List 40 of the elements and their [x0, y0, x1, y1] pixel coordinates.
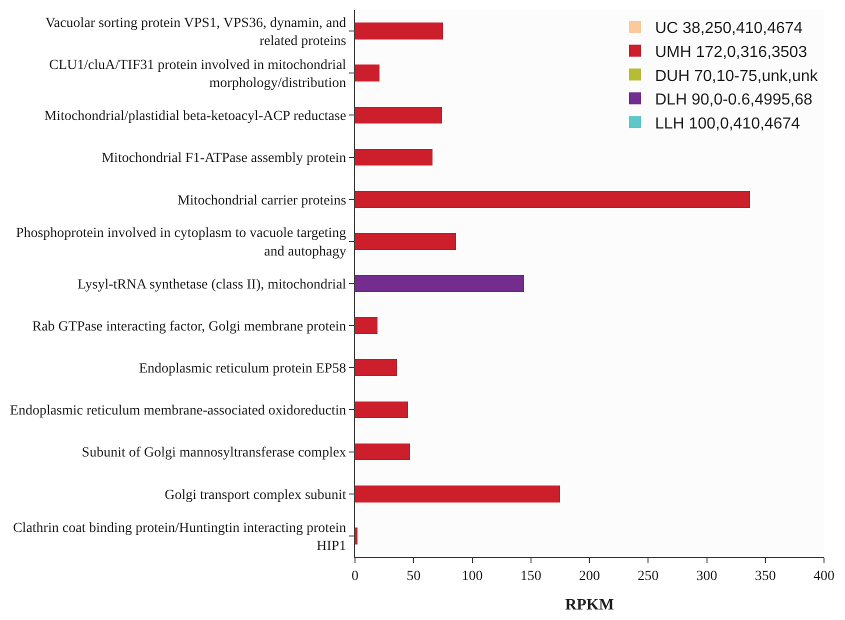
y-tick-label: Mitochondrial carrier proteins [177, 193, 346, 208]
y-tick-label: Rab GTPase interacting factor, Golgi membrane protein [32, 319, 346, 334]
bar [355, 190, 750, 208]
y-tick-label: Phosphoprotein involved in cytoplasm to vacuole targeting and autophagy [16, 226, 346, 260]
legend-label: DLH 90,0-0.6,4995,68 [655, 92, 813, 109]
y-tick-label: Clathrin coat binding protein/Huntingtin interacting protein HIP1 [12, 520, 346, 554]
bar [355, 148, 432, 166]
bar [355, 359, 398, 376]
x-tick-label: 0 [352, 568, 358, 584]
bar [355, 64, 380, 82]
bar [355, 401, 408, 418]
bar [355, 106, 442, 124]
y-tick-label: Mitochondrial/plastidial beta-ketoacyl-ACP reductase [44, 109, 346, 124]
x-tick-label: 150 [520, 568, 542, 584]
x-tick-label: 50 [406, 568, 421, 584]
bar [355, 275, 524, 292]
x-tick-label: 300 [696, 568, 718, 584]
bar [355, 317, 378, 334]
y-tick-label: Vacuolar sorting protein VPS1, VPS36, dynamin, and related proteins [45, 16, 346, 50]
x-tick-label: 400 [814, 568, 834, 584]
legend-label: UMH 172,0,316,3503 [655, 44, 808, 61]
x-tick-label: 200 [579, 568, 600, 584]
y-tick-label: CLU1/cluA/TIF31 protein involved in mitochondrial morphology/distribution [49, 58, 346, 92]
y-tick-label: Golgi transport complex subunit [164, 488, 346, 503]
y-tick-label: Endoplasmic reticulum protein EP58 [138, 362, 346, 377]
x-axis-title: RPKM [565, 596, 614, 614]
y-tick-label: Lysyl-tRNA synthetase (class II), mitochondrial [78, 277, 346, 292]
x-tick-label: 350 [754, 568, 776, 584]
x-tick-label: 250 [638, 568, 659, 584]
legend-label: DUH 70,10-75,unk,unk [655, 68, 819, 85]
bar [355, 233, 456, 250]
y-tick-label: Mitochondrial F1-ATPase assembly protein [102, 151, 346, 166]
bar [355, 443, 410, 460]
bar [355, 485, 560, 502]
legend-label: UC 38,250,410,4674 [655, 20, 803, 38]
x-tick-label: 100 [462, 568, 483, 584]
y-tick-label: Subunit of Golgi mannosyltransferase complex [82, 446, 346, 461]
bar [355, 22, 443, 40]
y-tick-label: Endoplasmic reticulum membrane-associated oxidoreductin [10, 404, 346, 419]
legend-label: LLH 100,0,410,4674 [655, 115, 800, 132]
